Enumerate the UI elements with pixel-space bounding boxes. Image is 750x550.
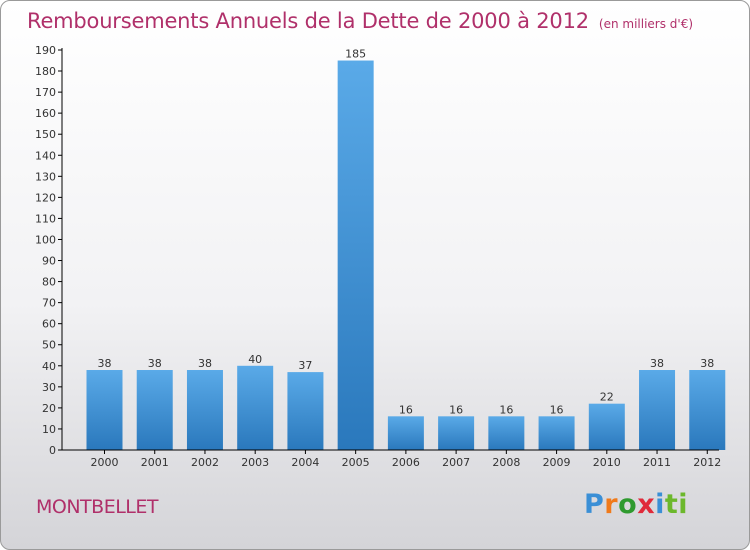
y-tick-label: 10 bbox=[42, 423, 56, 436]
chart-title-text: Remboursements Annuels de la Dette de 20… bbox=[27, 9, 589, 33]
x-tick-label: 2001 bbox=[141, 456, 169, 469]
y-tick-label: 0 bbox=[49, 444, 56, 457]
logo-letter: P bbox=[584, 489, 605, 520]
bar bbox=[639, 370, 676, 450]
y-tick-label: 180 bbox=[35, 65, 56, 78]
logo-letter: i bbox=[655, 489, 665, 520]
y-tick-label: 30 bbox=[42, 381, 56, 394]
bar-value-label: 16 bbox=[499, 403, 513, 416]
bar bbox=[438, 416, 475, 450]
y-tick-label: 50 bbox=[42, 339, 56, 352]
chart-unit: (en milliers d'€) bbox=[598, 17, 694, 31]
y-tick-label: 150 bbox=[35, 128, 56, 141]
bar-value-label: 38 bbox=[198, 357, 212, 370]
y-tick-label: 80 bbox=[42, 276, 56, 289]
x-tick-label: 2005 bbox=[342, 456, 370, 469]
bar-value-label: 38 bbox=[98, 357, 112, 370]
bar-value-label: 16 bbox=[399, 403, 413, 416]
x-tick-label: 2011 bbox=[643, 456, 671, 469]
bar bbox=[136, 370, 173, 450]
y-tick-label: 160 bbox=[35, 107, 56, 120]
bar bbox=[488, 416, 525, 450]
x-tick-label: 2008 bbox=[492, 456, 520, 469]
bar-value-label: 16 bbox=[449, 403, 463, 416]
x-tick-label: 2002 bbox=[191, 456, 219, 469]
bar bbox=[287, 372, 324, 450]
y-tick-label: 40 bbox=[42, 360, 56, 373]
bar-value-label: 37 bbox=[298, 359, 312, 372]
x-tick-label: 2006 bbox=[392, 456, 420, 469]
x-tick-label: 2009 bbox=[543, 456, 571, 469]
y-tick-label: 130 bbox=[35, 170, 56, 183]
x-tick-label: 2012 bbox=[693, 456, 721, 469]
y-tick-label: 190 bbox=[35, 44, 56, 57]
logo-letter: o bbox=[618, 489, 638, 520]
bar bbox=[186, 370, 223, 450]
y-tick-label: 140 bbox=[35, 149, 56, 162]
bar-value-label: 185 bbox=[345, 48, 366, 61]
bar-value-label: 40 bbox=[248, 353, 262, 366]
proxiti-logo: Proxiti bbox=[584, 489, 688, 520]
city-name: MONTBELLET bbox=[36, 496, 159, 518]
y-tick-label: 170 bbox=[35, 86, 56, 99]
bar-value-label: 38 bbox=[148, 357, 162, 370]
bar bbox=[237, 365, 274, 450]
logo-letter: x bbox=[637, 489, 656, 520]
logo-letter: r bbox=[604, 489, 619, 520]
y-tick-label: 100 bbox=[35, 233, 56, 246]
x-tick-label: 2000 bbox=[91, 456, 119, 469]
bar-value-label: 22 bbox=[600, 391, 614, 404]
x-tick-label: 2010 bbox=[593, 456, 621, 469]
y-axis: 0 10 20 30 40 50 60 70 80 90 100 110 120 130 140 150 160… bbox=[35, 44, 63, 457]
bars-group: 38 38 38 40 37 185 16 16 16 16 22 38 38 bbox=[86, 48, 726, 451]
y-tick-label: 60 bbox=[42, 318, 56, 331]
x-tick-label: 2003 bbox=[241, 456, 269, 469]
x-tick-label: 2007 bbox=[442, 456, 470, 469]
x-axis: 2000 2001 2002 2003 2004 2005 2006 2007 2008 2009… bbox=[62, 449, 721, 469]
logo-letter: ti bbox=[664, 489, 689, 520]
bar bbox=[337, 60, 374, 451]
bar bbox=[538, 416, 575, 450]
y-tick-label: 90 bbox=[42, 255, 56, 268]
x-tick-label: 2004 bbox=[291, 456, 319, 469]
bar bbox=[588, 403, 625, 450]
y-tick-label: 110 bbox=[35, 212, 56, 225]
y-tick-label: 120 bbox=[35, 191, 56, 204]
bar bbox=[387, 416, 424, 450]
y-tick-label: 20 bbox=[42, 402, 56, 415]
y-tick-label: 70 bbox=[42, 297, 56, 310]
bar bbox=[689, 370, 726, 450]
chart-title: Remboursements Annuels de la Dette de 20… bbox=[27, 9, 693, 33]
bar-value-label: 16 bbox=[550, 403, 564, 416]
bar bbox=[86, 370, 123, 450]
bar-value-label: 38 bbox=[650, 357, 664, 370]
bar-value-label: 38 bbox=[700, 357, 714, 370]
